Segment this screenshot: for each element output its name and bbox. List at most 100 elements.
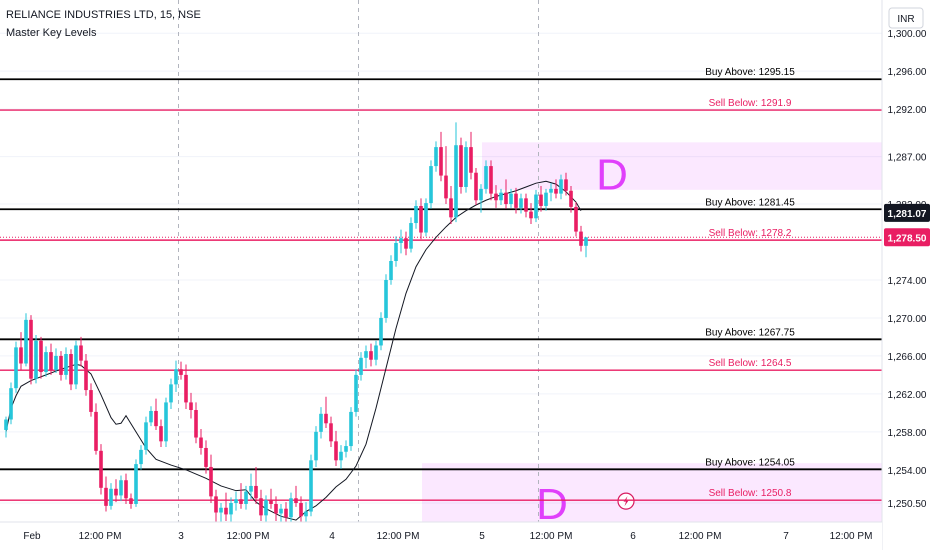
candle bbox=[299, 496, 303, 522]
candle-body bbox=[484, 166, 488, 189]
candle bbox=[44, 346, 48, 377]
candle-body bbox=[524, 198, 528, 212]
candle-body bbox=[544, 192, 548, 206]
candle-body bbox=[434, 147, 438, 167]
candle-body bbox=[44, 352, 48, 373]
candle-body bbox=[199, 437, 203, 448]
candle bbox=[14, 341, 18, 393]
candle-body bbox=[394, 242, 398, 261]
candle bbox=[29, 315, 33, 385]
candle-body bbox=[124, 480, 128, 499]
candle bbox=[559, 174, 563, 200]
candle-body bbox=[539, 194, 543, 206]
candle bbox=[434, 141, 438, 172]
indicator-name: Master Key Levels bbox=[6, 27, 97, 39]
candle bbox=[374, 340, 378, 366]
candle-body bbox=[134, 464, 138, 504]
candle-body bbox=[579, 231, 583, 246]
price-tick-label: 1,258.00 bbox=[888, 428, 927, 439]
price-tick-label: 1,292.00 bbox=[888, 105, 927, 116]
candle-body bbox=[69, 354, 73, 385]
candle bbox=[194, 402, 198, 444]
candle bbox=[129, 493, 133, 509]
candle-body bbox=[569, 190, 573, 207]
candle-body bbox=[169, 384, 173, 403]
candle-body bbox=[214, 496, 218, 513]
key-level-label: Buy Above: 1295.15 bbox=[705, 67, 795, 78]
candle-body bbox=[344, 446, 348, 452]
price-tick-label: 1,266.00 bbox=[888, 352, 927, 363]
candle bbox=[99, 444, 103, 495]
candle-body bbox=[349, 411, 353, 447]
candle-body bbox=[64, 354, 68, 375]
candle bbox=[359, 352, 363, 381]
candle-body bbox=[149, 410, 153, 423]
candle bbox=[569, 186, 573, 213]
candle-body bbox=[224, 507, 228, 515]
candle bbox=[234, 491, 238, 511]
candle-body bbox=[374, 345, 378, 360]
candle-body bbox=[564, 179, 568, 191]
candle-body bbox=[99, 450, 103, 488]
candle bbox=[364, 345, 368, 369]
candle-body bbox=[29, 319, 33, 379]
time-axis-bg bbox=[0, 522, 882, 550]
candle bbox=[464, 141, 468, 193]
price-tick-label: 1,287.00 bbox=[888, 153, 927, 164]
candle-body bbox=[499, 192, 503, 201]
candle-body bbox=[514, 193, 518, 208]
candle bbox=[409, 217, 413, 253]
candle bbox=[389, 255, 393, 285]
candle-body bbox=[79, 345, 83, 361]
price-tick-label: 1,270.00 bbox=[888, 314, 927, 325]
candle bbox=[69, 349, 73, 391]
candle-body bbox=[94, 411, 98, 451]
candle-body bbox=[439, 147, 443, 176]
candle bbox=[19, 332, 23, 371]
candle-body bbox=[289, 498, 293, 518]
price-badge bbox=[884, 203, 930, 222]
candle-body bbox=[234, 499, 238, 504]
candle bbox=[304, 502, 308, 522]
candle-body bbox=[414, 205, 418, 224]
candle bbox=[339, 445, 343, 469]
demand-zone bbox=[422, 463, 882, 522]
key-level-label: Buy Above: 1281.45 bbox=[705, 197, 795, 208]
candle-body bbox=[239, 499, 243, 504]
time-tick-label: 7 bbox=[783, 531, 789, 542]
candle-body bbox=[304, 511, 308, 517]
candle-body bbox=[359, 357, 363, 375]
candle-body bbox=[489, 166, 493, 194]
time-tick-label: 5 bbox=[479, 531, 485, 542]
candle-body bbox=[329, 423, 333, 442]
candle bbox=[209, 454, 213, 504]
price-tick-label: 1,300.00 bbox=[888, 29, 927, 40]
time-tick-label: 12:00 PM bbox=[530, 531, 573, 542]
candle bbox=[64, 347, 68, 380]
demand-zone bbox=[482, 142, 882, 190]
candle bbox=[579, 225, 583, 252]
candle bbox=[49, 343, 53, 375]
candle bbox=[189, 392, 193, 419]
candle-body bbox=[449, 198, 453, 218]
candle bbox=[404, 231, 408, 256]
candle bbox=[89, 383, 93, 417]
candle bbox=[314, 426, 318, 467]
candle bbox=[524, 193, 528, 218]
price-badge bbox=[884, 228, 930, 247]
price-tick-label: 1,274.00 bbox=[888, 276, 927, 287]
candle-body bbox=[54, 355, 58, 371]
candle bbox=[144, 416, 148, 455]
candle-body bbox=[494, 193, 498, 201]
candle bbox=[279, 503, 283, 522]
time-tick-label: 12:00 PM bbox=[679, 531, 722, 542]
flash-icon-bolt bbox=[623, 496, 629, 507]
candle-body bbox=[9, 388, 13, 420]
candle bbox=[474, 167, 478, 206]
candle bbox=[394, 236, 398, 267]
candle-body bbox=[109, 488, 113, 506]
candle-body bbox=[509, 193, 513, 205]
candle bbox=[224, 492, 228, 522]
